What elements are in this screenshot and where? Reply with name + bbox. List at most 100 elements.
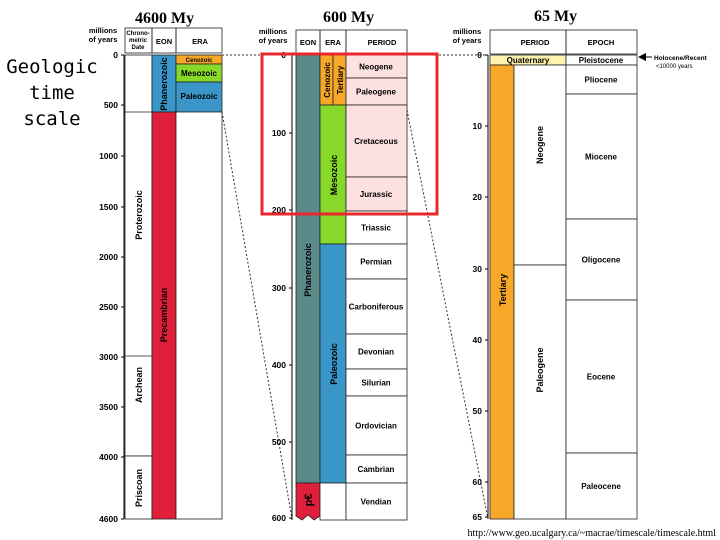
p2-era-paleozoic: Paleozoic: [329, 343, 339, 385]
p3-tick-label: 20: [473, 192, 483, 202]
p2-tick-label: 100: [272, 128, 286, 138]
p2-eon-pc: p€: [303, 494, 315, 507]
p3-tick-label: 50: [473, 406, 483, 416]
p3-epoch-label: Oligocene: [582, 256, 621, 265]
p2-mesozoic-bar: [319, 104, 347, 245]
p2-period-label: Carboniferous: [349, 303, 404, 312]
highlight-box: [260, 52, 439, 216]
p1-phanerozoic-bar: [151, 54, 177, 113]
p1-tick-label: 1500: [99, 202, 118, 212]
side-label-line3: scale: [23, 108, 80, 130]
p3-epoch-label: Paleocene: [581, 482, 621, 491]
p3-epoch-box: [565, 64, 638, 95]
p1-tick-label: 4600: [99, 514, 118, 524]
p3-holocene-sub: <10000 years: [656, 64, 693, 70]
header-600-my: 600 My: [323, 9, 374, 26]
p2-period-label: Jurassic: [360, 190, 393, 199]
p3-millions: millions: [453, 27, 481, 36]
p1-era-cenozoic: Cenozoic: [186, 58, 213, 64]
p3-of-years: of years: [453, 36, 482, 45]
p2-period-label: Triassic: [361, 224, 391, 233]
p2-tick-label: 300: [272, 283, 286, 293]
p2-tick-label: 200: [272, 205, 286, 215]
p3-tick-label: 10: [473, 121, 483, 131]
p3-tick-label: 65: [473, 512, 483, 522]
p3-epoch-label: Miocene: [585, 153, 618, 162]
p1-paleozoic-box: [175, 81, 223, 113]
p2-period-header: PERIOD: [368, 38, 397, 47]
panel-1: millions of years Chrono- metric Date EO…: [89, 26, 223, 524]
p3-epoch-box: [565, 452, 638, 520]
p2-paleozoic-bar: [319, 243, 347, 484]
p2-eon-phanerozoic: Phanerozoic: [303, 243, 313, 297]
p1-tick-label: 4000: [99, 452, 118, 462]
p2-era-cenozoic: Cenozoic: [323, 62, 332, 98]
p2-period-label: Cambrian: [358, 465, 395, 474]
header-4600-my: 4600 My: [135, 10, 194, 27]
p1-chrono-column: [124, 54, 153, 457]
p2-period-box: [345, 454, 408, 484]
p2-period-box: [345, 278, 408, 335]
p2-period-box: [345, 333, 408, 370]
p2-period-box: [345, 395, 408, 456]
side-label-line2: time: [29, 82, 75, 104]
p2-period-box: [345, 104, 408, 178]
p2-period-box: [345, 368, 408, 397]
p3-period-header: PERIOD: [521, 38, 550, 47]
p3-neogene: Neogene: [535, 126, 545, 164]
p3-tick-label: 60: [473, 477, 483, 487]
source-url: http://www.geo.ucalgary.ca/~macrae/times…: [468, 528, 717, 539]
p1-eon-priscoan: Priscoan: [134, 469, 144, 507]
p2-millions: millions: [259, 27, 287, 36]
p3-epoch-header: EPOCH: [588, 38, 615, 47]
p1-tick-label: 0: [113, 50, 118, 60]
p2-period-box: [345, 77, 408, 106]
p3-epoch-box: [565, 218, 638, 301]
p2-era-header: ERA: [325, 38, 341, 47]
p3-tick-label: 40: [473, 335, 483, 345]
panel-3: millions of years PERIOD EPOCH 0 10 20 30 40…: [453, 27, 708, 522]
p2-of-years: of years: [259, 36, 288, 45]
p2-period-label: Vendian: [361, 498, 392, 507]
p1-tick-label: 3500: [99, 402, 118, 412]
p2-period-box: [345, 210, 408, 245]
p3-epoch-label: Pleistocene: [579, 56, 624, 65]
p2-period-label: Paleogene: [356, 88, 397, 97]
p1-eon-archean: Archean: [134, 367, 144, 403]
p1-tick-label: 2500: [99, 302, 118, 312]
p2-period-label: Silurian: [361, 379, 390, 388]
p1-tick-label: 3000: [99, 352, 118, 362]
p2-tick-label: 600: [272, 513, 286, 523]
p2-period-box: [345, 176, 408, 212]
p2-period-label: Permian: [360, 258, 392, 267]
p1-tick-label: 2000: [99, 252, 118, 262]
p1-tick-label: 1000: [99, 151, 118, 161]
p2-period-box: [345, 482, 408, 521]
p3-epoch-label: Eocene: [587, 373, 616, 382]
header-65-my: 65 My: [534, 8, 577, 25]
p1-eon-phanerozoic: Phanerozoic: [159, 57, 169, 111]
panel-2: millions of years EON ERA PERIOD 0100200…: [259, 27, 408, 523]
p2-tick-label: 400: [272, 360, 286, 370]
p3-epoch-label: Pliocene: [585, 76, 618, 85]
p2-period-label: Neogene: [359, 63, 393, 72]
p2-period-label: Devonian: [358, 348, 394, 357]
p2-tick-label: 500: [272, 437, 286, 447]
p1-chrono: Chrono-: [126, 31, 149, 37]
p3-epoch-box: [565, 93, 638, 220]
side-label-line1: Geologic: [6, 56, 98, 78]
p3-tick-label: 30: [473, 264, 483, 274]
p3-tick-label: 0: [477, 50, 482, 60]
p1-date: Date: [131, 45, 145, 51]
p1-millions: millions: [89, 26, 117, 35]
p2-period-label: Ordovician: [355, 422, 397, 431]
p3-paleogene: Paleogene: [535, 347, 545, 392]
p2-period-label: Cretaceous: [354, 137, 398, 146]
p1-metric: metric: [129, 38, 148, 44]
p3-quaternary: Quaternary: [507, 56, 550, 65]
p1-era-paleozoic: Paleozoic: [181, 92, 218, 101]
p3-tertiary: Tertiary: [498, 274, 508, 306]
p1-of-years: of years: [89, 35, 118, 44]
p1-tick-label: 500: [104, 100, 118, 110]
